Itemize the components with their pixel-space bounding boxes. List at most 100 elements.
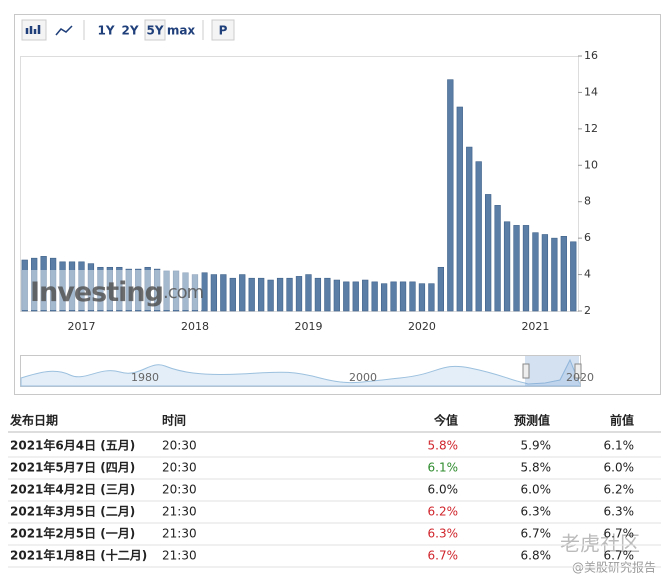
table-cell: 6.0% <box>521 483 552 497</box>
table-cell: 6.7% <box>604 527 635 541</box>
bar <box>49 257 57 312</box>
bar <box>40 256 47 312</box>
bar <box>485 194 492 312</box>
bar <box>276 277 284 312</box>
line-icon[interactable] <box>55 25 73 36</box>
table-cell: 2021年3月5日 (二月) <box>10 504 135 519</box>
bar <box>570 241 577 312</box>
table-cell: 20:30 <box>162 461 197 475</box>
bar <box>220 274 227 312</box>
bar <box>182 272 189 312</box>
bar <box>248 277 255 312</box>
x-tick-label: 2018 <box>181 320 209 333</box>
table-cell: 6.8% <box>521 549 552 563</box>
p-button-frame <box>211 19 235 41</box>
y-tick-label: 2 <box>584 304 591 317</box>
bar <box>87 263 95 312</box>
bar <box>106 266 113 312</box>
bar <box>324 277 331 312</box>
range-button[interactable]: 1Y <box>97 24 114 38</box>
bar <box>305 274 312 312</box>
navigator-handle[interactable] <box>522 363 530 379</box>
table-cell: 20:30 <box>162 439 197 453</box>
table-cell: 6.3% <box>428 527 459 541</box>
table-cell: 6.7% <box>428 549 459 563</box>
bar <box>456 106 463 312</box>
table-cell: 6.7% <box>604 549 635 563</box>
table-cell: 2021年2月5日 (一月) <box>10 526 135 541</box>
bar <box>503 221 511 312</box>
range-button[interactable]: 2Y <box>121 24 138 38</box>
bar <box>418 283 426 312</box>
bar <box>333 279 340 312</box>
bar <box>286 277 293 312</box>
table-header: 今值 <box>433 413 458 428</box>
bar <box>68 261 76 312</box>
table-cell: 6.7% <box>521 527 552 541</box>
brand-watermark: 老虎社区 <box>560 532 640 556</box>
table-cell: 6.3% <box>521 505 552 519</box>
table-cell: 5.9% <box>521 439 552 453</box>
range-button[interactable]: P <box>219 24 228 38</box>
bar <box>172 270 180 312</box>
table-header: 时间 <box>162 413 186 428</box>
selected-range <box>144 19 166 41</box>
bar <box>551 237 558 312</box>
table-cell: 6.2% <box>428 505 459 519</box>
bar <box>229 277 236 312</box>
bar <box>295 276 303 312</box>
table-cell: 21:30 <box>162 549 197 563</box>
table-cell: 5.8% <box>521 461 552 475</box>
bar <box>21 259 28 312</box>
y-tick-label: 8 <box>584 195 591 208</box>
y-tick-label: 12 <box>584 122 598 135</box>
bar <box>409 281 416 312</box>
chart-frame <box>14 14 661 395</box>
bar <box>258 277 265 312</box>
table-cell: 6.3% <box>604 505 635 519</box>
bar <box>390 281 397 312</box>
bar <box>144 266 151 312</box>
bar <box>59 261 66 312</box>
bar <box>343 281 350 312</box>
navigator-label: 2000 <box>349 371 377 384</box>
watermark: Investing.com <box>30 277 203 308</box>
table-header: 前值 <box>610 413 634 428</box>
bar <box>371 281 378 312</box>
x-tick-label: 2019 <box>294 320 322 333</box>
range-button[interactable]: 5Y <box>146 24 163 38</box>
table-cell: 2021年5月7日 (四月) <box>10 460 135 475</box>
navigator-series <box>20 358 581 387</box>
table-cell: 6.2% <box>604 483 635 497</box>
table-cell: 6.0% <box>604 461 635 475</box>
bar <box>239 274 246 312</box>
x-tick-label: 2020 <box>408 320 436 333</box>
range-button[interactable]: max <box>167 24 196 38</box>
table-cell: 6.0% <box>428 483 459 497</box>
table-cell: 5.8% <box>428 439 459 453</box>
bar <box>428 283 435 312</box>
bar <box>78 261 85 312</box>
table-cell: 2021年6月4日 (五月) <box>10 438 135 453</box>
table-cell: 2021年4月2日 (三月) <box>10 482 135 497</box>
navigator-window[interactable] <box>525 356 579 386</box>
bar <box>201 272 208 312</box>
table-cell: 6.1% <box>604 439 635 453</box>
bar <box>153 268 161 312</box>
navigator-handle[interactable] <box>574 363 582 379</box>
plot-area <box>20 56 579 312</box>
table-cell: 6.1% <box>428 461 459 475</box>
navigator-label: 1980 <box>131 371 159 384</box>
bar <box>352 281 359 312</box>
bar <box>125 268 132 312</box>
watermark-main: Investing <box>30 277 163 308</box>
bar <box>447 79 454 312</box>
table-cell: 2021年1月8日 (十二月) <box>10 548 147 563</box>
bar <box>191 274 199 312</box>
y-tick-label: 4 <box>584 268 591 281</box>
bar <box>475 161 482 312</box>
y-tick-label: 6 <box>584 231 591 244</box>
y-tick-label: 16 <box>584 49 598 62</box>
bar <box>380 283 388 312</box>
bar <box>494 205 501 312</box>
